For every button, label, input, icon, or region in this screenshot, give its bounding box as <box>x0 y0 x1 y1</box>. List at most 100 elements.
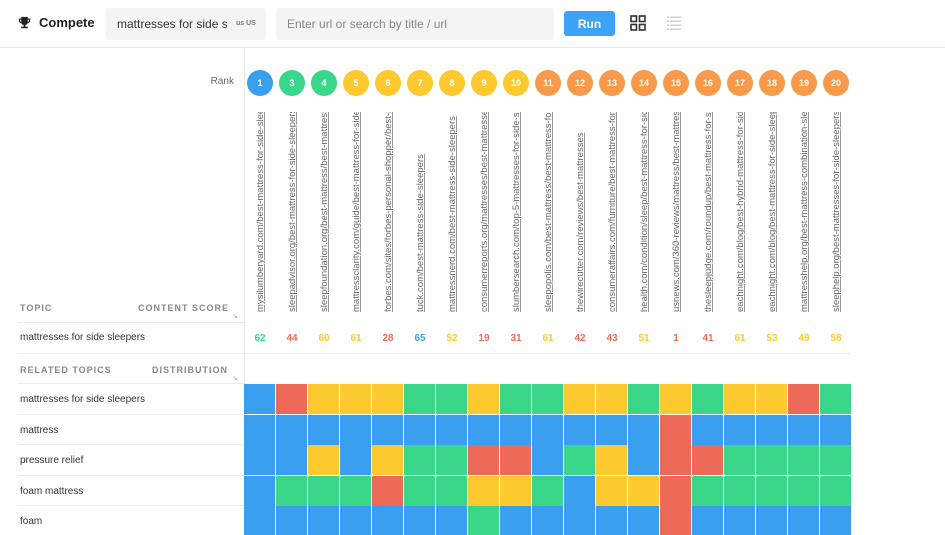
heatmap-cell[interactable] <box>660 506 691 535</box>
heatmap-cell[interactable] <box>404 414 435 445</box>
heatmap-cell[interactable] <box>724 414 755 445</box>
heatmap-cell[interactable] <box>660 475 691 506</box>
heatmap-cell[interactable] <box>308 384 339 414</box>
heatmap-cell[interactable] <box>500 414 531 445</box>
heatmap-cell[interactable] <box>660 414 691 445</box>
heatmap-cell[interactable] <box>340 445 371 476</box>
heatmap-cell[interactable] <box>596 475 627 506</box>
heatmap-cell[interactable] <box>628 384 659 414</box>
heatmap-cell[interactable] <box>372 445 403 476</box>
heatmap-cell[interactable] <box>820 445 851 476</box>
result-url-link[interactable]: thesleepjudge.com/roundup/best-mattress-… <box>703 112 714 312</box>
heatmap-cell[interactable] <box>244 414 275 445</box>
heatmap-cell[interactable] <box>372 506 403 535</box>
result-url-link[interactable]: forbes.com/sites/forbes-personal-shopper… <box>383 112 394 312</box>
heatmap-cell[interactable] <box>596 445 627 476</box>
heatmap-cell[interactable] <box>276 414 307 445</box>
heatmap-cell[interactable] <box>724 445 755 476</box>
heatmap-cell[interactable] <box>468 414 499 445</box>
heatmap-cell[interactable] <box>724 475 755 506</box>
heatmap-cell[interactable] <box>500 384 531 414</box>
heatmap-cell[interactable] <box>468 475 499 506</box>
heatmap-cell[interactable] <box>308 506 339 535</box>
heatmap-cell[interactable] <box>756 384 787 414</box>
list-view-icon[interactable] <box>666 15 682 31</box>
heatmap-cell[interactable] <box>276 445 307 476</box>
result-url-link[interactable]: tuck.com/best-mattress-side-sleepers <box>415 154 426 312</box>
heatmap-cell[interactable] <box>628 445 659 476</box>
heatmap-cell[interactable] <box>372 414 403 445</box>
heatmap-cell[interactable] <box>820 414 851 445</box>
heatmap-cell[interactable] <box>660 445 691 476</box>
heatmap-cell[interactable] <box>820 475 851 506</box>
heatmap-cell[interactable] <box>692 384 723 414</box>
location-badge[interactable]: us US <box>236 20 256 27</box>
result-url-link[interactable]: health.com/condition/sleep/best-mattress… <box>639 112 650 312</box>
heatmap-cell[interactable] <box>596 384 627 414</box>
grid-view-icon[interactable] <box>630 15 646 31</box>
heatmap-cell[interactable] <box>564 414 595 445</box>
heatmap-cell[interactable] <box>788 445 819 476</box>
content-score-header[interactable]: CONTENT SCORE <box>138 303 230 313</box>
heatmap-cell[interactable] <box>276 384 307 414</box>
heatmap-cell[interactable] <box>660 384 691 414</box>
result-url-link[interactable]: consumerreports.org/mattresses/best-matt… <box>479 112 490 312</box>
heatmap-cell[interactable] <box>340 475 371 506</box>
heatmap-cell[interactable] <box>692 506 723 535</box>
heatmap-cell[interactable] <box>564 384 595 414</box>
result-url-link[interactable]: mattressnerd.com/best-mattress-side-slee… <box>447 116 458 312</box>
heatmap-cell[interactable] <box>564 475 595 506</box>
result-url-link[interactable]: sleepadvisor.org/best-mattress-for-side-… <box>287 112 298 312</box>
heatmap-cell[interactable] <box>532 506 563 535</box>
heatmap-cell[interactable] <box>628 475 659 506</box>
run-button[interactable]: Run <box>564 11 615 36</box>
heatmap-cell[interactable] <box>756 475 787 506</box>
heatmap-cell[interactable] <box>276 475 307 506</box>
heatmap-cell[interactable] <box>788 384 819 414</box>
heatmap-cell[interactable] <box>276 506 307 535</box>
heatmap-cell[interactable] <box>244 506 275 535</box>
heatmap-cell[interactable] <box>340 506 371 535</box>
heatmap-cell[interactable] <box>372 475 403 506</box>
heatmap-cell[interactable] <box>468 445 499 476</box>
heatmap-cell[interactable] <box>500 506 531 535</box>
heatmap-cell[interactable] <box>756 506 787 535</box>
heatmap-cell[interactable] <box>628 414 659 445</box>
result-url-link[interactable]: usnews.com/360-reviews/mattress/best-mat… <box>671 112 682 312</box>
heatmap-cell[interactable] <box>372 384 403 414</box>
sort-icon[interactable]: ↘ <box>232 313 238 320</box>
result-url-link[interactable]: thewirecutter.com/reviews/best-mattresse… <box>575 132 586 312</box>
result-url-link[interactable]: eachnight.com/blog/best-mattress-for-sid… <box>767 112 778 312</box>
result-url-link[interactable]: consumeraffairs.com/furniture/best-mattr… <box>607 112 618 312</box>
heatmap-cell[interactable] <box>340 384 371 414</box>
heatmap-cell[interactable] <box>244 384 275 414</box>
heatmap-cell[interactable] <box>468 506 499 535</box>
heatmap-cell[interactable] <box>756 445 787 476</box>
heatmap-cell[interactable] <box>244 445 275 476</box>
heatmap-cell[interactable] <box>404 445 435 476</box>
heatmap-cell[interactable] <box>468 384 499 414</box>
heatmap-cell[interactable] <box>532 384 563 414</box>
heatmap-cell[interactable] <box>788 414 819 445</box>
heatmap-cell[interactable] <box>532 445 563 476</box>
heatmap-cell[interactable] <box>436 414 467 445</box>
result-url-link[interactable]: mysilumberyard.com/best-mattress-for-sid… <box>255 112 266 312</box>
heatmap-cell[interactable] <box>724 506 755 535</box>
result-url-link[interactable]: sleephelp.org/best-mattresses-for-side-s… <box>831 112 842 312</box>
distribution-header[interactable]: DISTRIBUTION <box>152 365 228 375</box>
heatmap-cell[interactable] <box>564 506 595 535</box>
result-url-link[interactable]: sleepfoundation.org/best-mattress/best-m… <box>319 112 330 312</box>
heatmap-cell[interactable] <box>532 475 563 506</box>
heatmap-cell[interactable] <box>244 475 275 506</box>
heatmap-cell[interactable] <box>596 506 627 535</box>
heatmap-cell[interactable] <box>404 384 435 414</box>
heatmap-cell[interactable] <box>404 475 435 506</box>
heatmap-cell[interactable] <box>564 445 595 476</box>
heatmap-cell[interactable] <box>628 506 659 535</box>
result-url-link[interactable]: mattresshelp.org/best-mattress-combinati… <box>799 112 810 312</box>
heatmap-cell[interactable] <box>308 414 339 445</box>
heatmap-cell[interactable] <box>436 506 467 535</box>
result-url-link[interactable]: sleepopolis.com/best-mattress/best-mattr… <box>543 112 554 312</box>
heatmap-cell[interactable] <box>308 445 339 476</box>
heatmap-cell[interactable] <box>340 414 371 445</box>
